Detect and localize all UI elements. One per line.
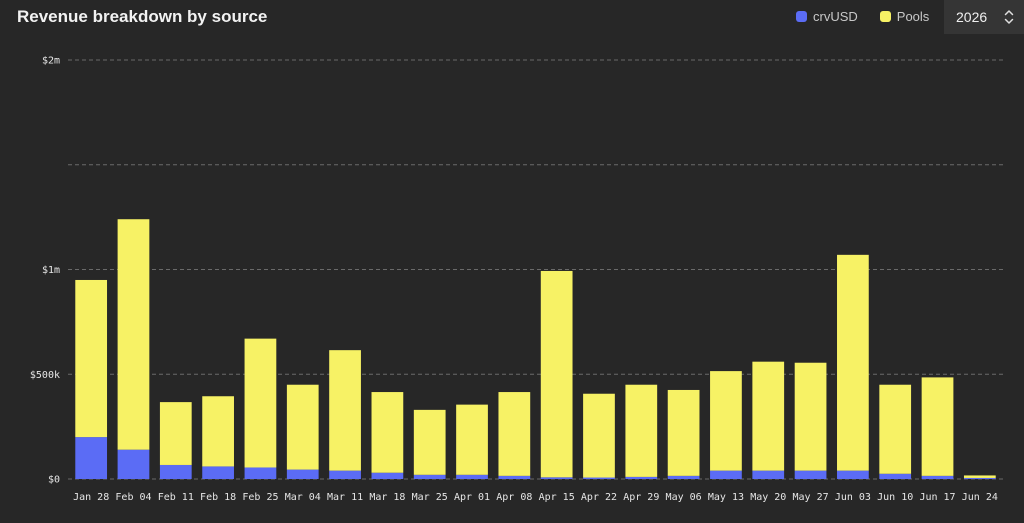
x-tick-label: Feb 25 — [242, 492, 278, 503]
x-tick-label: May 27 — [793, 492, 829, 503]
bar-crvusd-apr-22[interactable] — [583, 477, 615, 479]
x-tick-label: Apr 22 — [581, 492, 617, 503]
year-select-value: 2026 — [956, 9, 988, 25]
x-tick-label: Apr 01 — [454, 492, 490, 503]
x-tick-label: May 13 — [708, 492, 744, 503]
bar-pools-jun-10[interactable] — [879, 384, 912, 474]
x-axis-ticks: Jan 28 Feb 04 Feb 11 Feb 18 Feb 25 Mar 04 Mar … — [73, 492, 998, 503]
bar-pools-may-13[interactable] — [710, 371, 742, 471]
legend-item-crvusd[interactable]: crvUSD — [796, 9, 858, 24]
bar-crvusd-jan-28[interactable] — [75, 437, 108, 479]
bar-crvusd-jun-10[interactable] — [879, 473, 912, 479]
bar-pools-may-06[interactable] — [667, 389, 700, 476]
bar-crvusd-apr-29[interactable] — [625, 476, 658, 479]
bar-pools-apr-15[interactable] — [540, 270, 573, 478]
x-tick-label: Feb 11 — [158, 492, 194, 503]
legend-label-pools: Pools — [896, 9, 930, 24]
x-tick-label: May 20 — [750, 492, 786, 503]
chart-title: Revenue breakdown by source — [17, 7, 268, 26]
bar-crvusd-mar-11[interactable] — [329, 470, 361, 479]
bar-crvusd-jun-24[interactable] — [963, 477, 996, 479]
bar-crvusd-jun-03[interactable] — [837, 470, 869, 479]
bar-crvusd-may-06[interactable] — [667, 475, 700, 479]
bar-pools-may-27[interactable] — [794, 362, 827, 471]
bar-pools-feb-04[interactable] — [117, 219, 150, 450]
bar-pools-may-20[interactable] — [752, 361, 785, 471]
x-tick-label: Jun 17 — [919, 492, 955, 503]
bar-pools-apr-08[interactable] — [498, 392, 531, 476]
legend-swatch-pools — [879, 11, 891, 22]
x-tick-label: Jan 28 — [73, 492, 109, 503]
up-down-chevron-icon — [1004, 10, 1014, 24]
bar-pools-mar-18[interactable] — [371, 392, 404, 473]
legend-label-crvusd: crvUSD — [813, 9, 858, 24]
bar-crvusd-mar-18[interactable] — [371, 472, 404, 479]
legend-swatch-crvusd — [796, 11, 807, 22]
bar-pools-feb-18[interactable] — [202, 396, 234, 467]
year-select[interactable]: 2026 — [944, 0, 1024, 34]
chart-legend: crvUSD Pools — [796, 9, 929, 24]
bar-crvusd-mar-25[interactable] — [413, 474, 446, 479]
bar-layer — [75, 219, 996, 479]
x-tick-label: Mar 04 — [285, 492, 321, 503]
x-tick-label: Mar 25 — [412, 492, 448, 503]
bar-crvusd-apr-01[interactable] — [456, 474, 488, 479]
bar-pools-mar-04[interactable] — [286, 384, 319, 470]
bar-pools-apr-29[interactable] — [625, 384, 658, 477]
x-tick-label: Apr 08 — [496, 492, 532, 503]
x-tick-label: Feb 04 — [115, 492, 151, 503]
x-tick-label: Mar 18 — [369, 492, 405, 503]
bar-crvusd-feb-25[interactable] — [244, 467, 277, 479]
bar-pools-jan-28[interactable] — [75, 279, 108, 438]
y-tick-label: $500k — [30, 370, 60, 381]
x-tick-label: Jun 24 — [962, 492, 998, 503]
bar-pools-jun-24[interactable] — [963, 475, 996, 478]
bar-crvusd-jun-17[interactable] — [921, 475, 954, 479]
bar-pools-jun-17[interactable] — [921, 377, 954, 476]
bar-crvusd-may-20[interactable] — [752, 470, 785, 479]
legend-item-pools[interactable]: Pools — [879, 9, 930, 24]
bar-crvusd-feb-18[interactable] — [202, 466, 234, 479]
bar-pools-feb-11[interactable] — [159, 402, 192, 465]
bar-crvusd-feb-04[interactable] — [117, 449, 150, 479]
bar-crvusd-feb-11[interactable] — [159, 464, 192, 479]
y-tick-label: $0 — [48, 475, 60, 486]
y-tick-label: $2m — [42, 56, 60, 67]
bar-crvusd-apr-08[interactable] — [498, 475, 531, 479]
bar-pools-mar-25[interactable] — [413, 409, 446, 475]
x-tick-label: Feb 18 — [200, 492, 236, 503]
x-tick-label: Mar 11 — [327, 492, 363, 503]
bar-crvusd-apr-15[interactable] — [540, 477, 573, 479]
bar-pools-jun-03[interactable] — [837, 254, 869, 471]
y-tick-label: $1m — [42, 265, 60, 276]
x-tick-label: Jun 03 — [835, 492, 871, 503]
bar-pools-apr-22[interactable] — [583, 393, 615, 478]
x-tick-label: May 06 — [666, 492, 702, 503]
x-tick-label: Jun 10 — [877, 492, 913, 503]
bar-crvusd-mar-04[interactable] — [286, 469, 319, 479]
bar-pools-apr-01[interactable] — [456, 404, 488, 475]
bar-crvusd-may-13[interactable] — [710, 470, 742, 479]
bar-pools-mar-11[interactable] — [329, 350, 361, 471]
x-tick-label: Apr 15 — [539, 492, 575, 503]
bar-pools-feb-25[interactable] — [244, 338, 277, 468]
bar-crvusd-may-27[interactable] — [794, 470, 827, 479]
x-tick-label: Apr 29 — [623, 492, 659, 503]
